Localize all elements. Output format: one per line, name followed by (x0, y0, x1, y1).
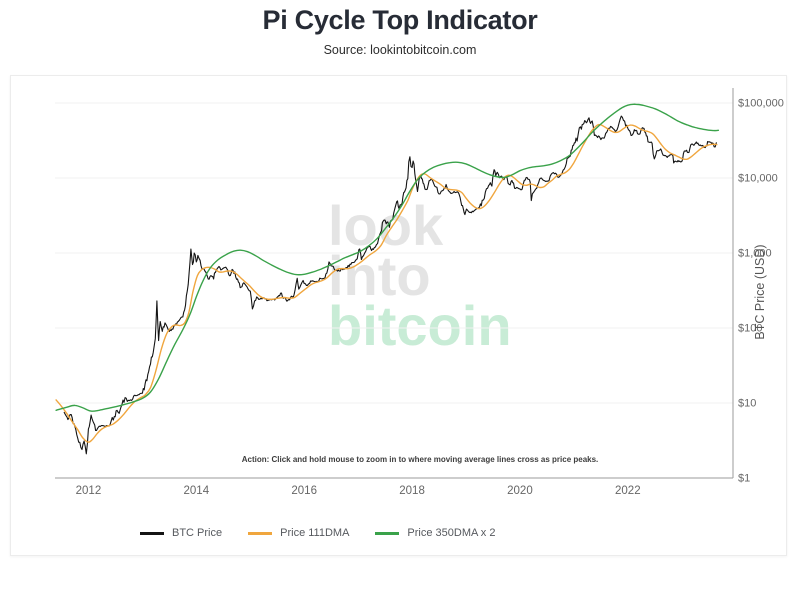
watermark-look: look (328, 194, 444, 257)
watermark: look into bitcoin (328, 194, 512, 357)
source-subtitle: Source: lookintobitcoin.com (323, 43, 477, 57)
y-tick-label: $10 (738, 398, 756, 410)
series-line-btc-price (63, 115, 717, 455)
x-tick-label: 2012 (76, 485, 102, 497)
y-tick-label: $10,000 (738, 173, 778, 185)
legend-item-price-350dma-x-2[interactable]: Price 350DMA x 2 (375, 527, 495, 539)
y-tick-label: $100,000 (738, 98, 784, 110)
x-tick-label: 2018 (399, 485, 425, 497)
y-tick-label: $1,000 (738, 248, 772, 260)
series-line-price-350dma-x-2 (55, 103, 720, 412)
legend-label: Price 350DMA x 2 (407, 527, 496, 539)
chart-annotation: Action: Click and hold mouse to zoom in … (241, 455, 599, 464)
y-axis-title: BTC Price (USD) (753, 244, 767, 339)
y-tick-label: $100 (738, 323, 762, 335)
x-tick-label: 2014 (184, 485, 210, 497)
chart-card (10, 75, 787, 556)
legend-swatch-btc-price (140, 531, 164, 535)
legend-item-price-111dma[interactable]: Price 111DMA (248, 527, 349, 539)
x-tick-label: 2020 (507, 485, 533, 497)
legend-label: BTC Price (172, 527, 223, 539)
watermark-into: into (328, 244, 431, 307)
legend: BTC Price Price 111DMA Price 350DMA x 2 (140, 527, 495, 539)
series-line-price-111dma (55, 123, 718, 443)
legend-swatch-price-350dma-x-2 (375, 531, 400, 535)
page-title: Pi Cycle Top Indicator (262, 5, 538, 35)
legend-label: Price 111DMA (280, 527, 350, 539)
watermark-bitcoin: bitcoin (328, 294, 512, 357)
x-tick-label: 2016 (291, 485, 317, 497)
y-tick-label: $1 (738, 473, 750, 485)
legend-item-btc-price[interactable]: BTC Price (140, 527, 222, 539)
x-tick-label: 2022 (615, 485, 641, 497)
legend-swatch-price-111dma (248, 531, 273, 535)
